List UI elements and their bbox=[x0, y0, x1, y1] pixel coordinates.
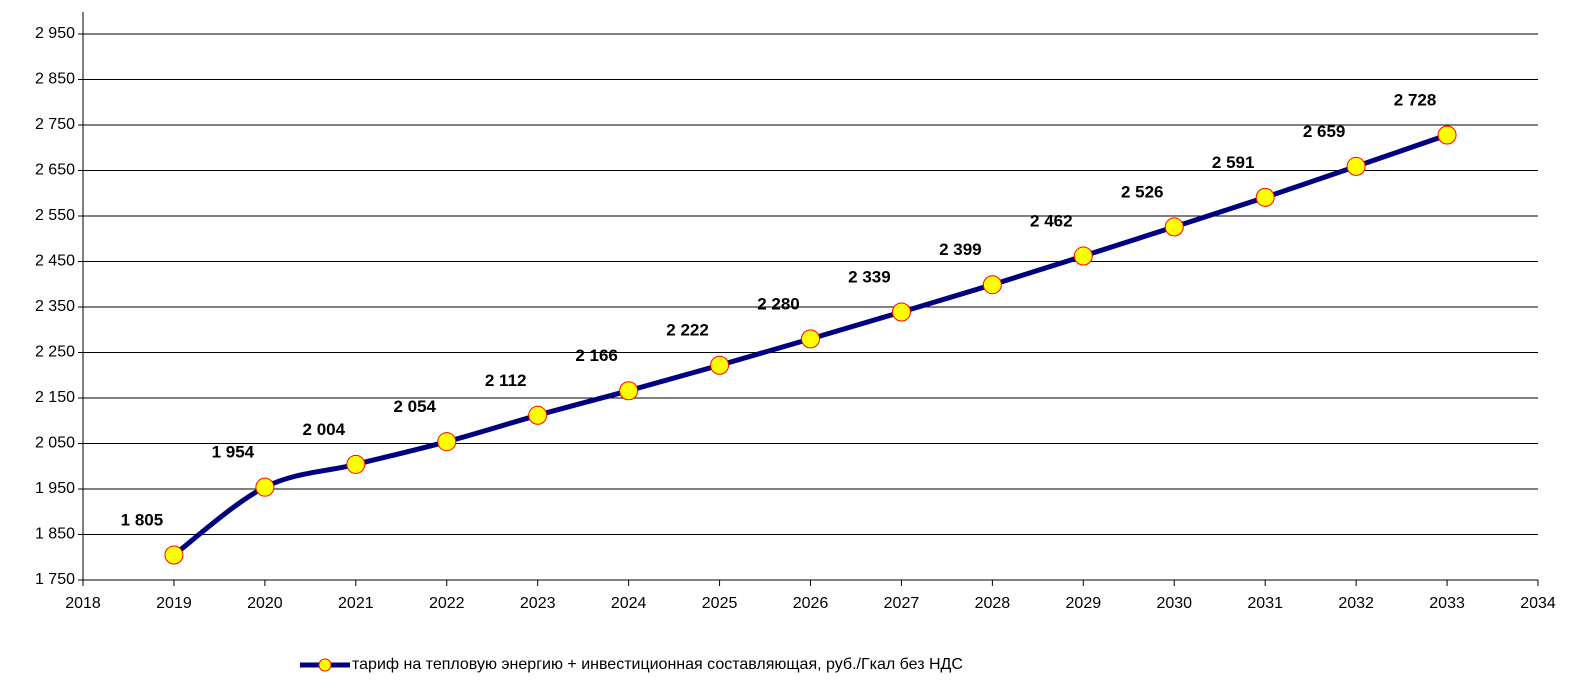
data-label: 2 004 bbox=[303, 420, 346, 439]
data-label: 1 805 bbox=[121, 510, 164, 529]
marker bbox=[891, 302, 911, 322]
data-label: 2 526 bbox=[1121, 182, 1164, 201]
x-tick-label: 2023 bbox=[520, 595, 556, 612]
legend-label: тариф на тепловую энергию + инвестиционн… bbox=[352, 656, 963, 673]
data-label: 1 954 bbox=[212, 443, 255, 462]
data-label: 2 222 bbox=[666, 321, 709, 340]
x-tick-label: 2027 bbox=[884, 595, 920, 612]
marker bbox=[255, 477, 275, 497]
data-label: 2 462 bbox=[1030, 212, 1073, 231]
marker bbox=[437, 432, 457, 452]
x-tick-label: 2032 bbox=[1338, 595, 1374, 612]
y-tick-label: 2 150 bbox=[35, 389, 75, 406]
x-tick-label: 2030 bbox=[1156, 595, 1192, 612]
legend-marker bbox=[318, 658, 332, 672]
x-tick-label: 2029 bbox=[1066, 595, 1102, 612]
data-label: 2 659 bbox=[1303, 122, 1346, 141]
x-tick-label: 2028 bbox=[975, 595, 1011, 612]
y-tick-label: 2 050 bbox=[35, 435, 75, 452]
y-tick-label: 1 750 bbox=[35, 571, 75, 588]
data-label: 2 054 bbox=[393, 397, 436, 416]
marker bbox=[346, 454, 366, 474]
marker bbox=[1164, 217, 1184, 237]
data-label: 2 112 bbox=[485, 371, 527, 390]
x-tick-label: 2026 bbox=[793, 595, 829, 612]
x-tick-label: 2021 bbox=[338, 595, 374, 612]
y-tick-label: 1 950 bbox=[35, 480, 75, 497]
x-tick-label: 2033 bbox=[1429, 595, 1465, 612]
y-tick-label: 2 950 bbox=[35, 25, 75, 42]
marker bbox=[619, 381, 639, 401]
marker bbox=[710, 355, 730, 375]
x-tick-label: 2020 bbox=[247, 595, 283, 612]
marker bbox=[1255, 187, 1275, 207]
marker bbox=[164, 545, 184, 565]
marker bbox=[982, 275, 1002, 295]
data-label: 2 280 bbox=[757, 294, 800, 313]
x-tick-label: 2022 bbox=[429, 595, 465, 612]
y-tick-label: 1 850 bbox=[35, 526, 75, 543]
x-tick-label: 2025 bbox=[702, 595, 738, 612]
x-tick-label: 2031 bbox=[1247, 595, 1283, 612]
data-label: 2 339 bbox=[848, 267, 891, 286]
x-tick-label: 2019 bbox=[156, 595, 192, 612]
y-tick-label: 2 350 bbox=[35, 298, 75, 315]
marker bbox=[1346, 156, 1366, 176]
y-tick-label: 2 750 bbox=[35, 116, 75, 133]
x-tick-label: 2034 bbox=[1520, 595, 1556, 612]
x-tick-label: 2018 bbox=[65, 595, 101, 612]
y-tick-label: 2 250 bbox=[35, 344, 75, 361]
data-label: 2 166 bbox=[575, 346, 618, 365]
marker bbox=[1437, 125, 1457, 145]
y-tick-label: 2 550 bbox=[35, 207, 75, 224]
y-tick-label: 2 450 bbox=[35, 253, 75, 270]
marker bbox=[801, 329, 820, 349]
data-label: 2 591 bbox=[1212, 153, 1255, 172]
y-tick-label: 2 850 bbox=[35, 71, 75, 88]
x-tick-label: 2024 bbox=[611, 595, 647, 612]
y-tick-label: 2 650 bbox=[35, 162, 75, 179]
data-label: 2 728 bbox=[1394, 90, 1437, 109]
data-label: 2 399 bbox=[939, 240, 982, 259]
marker bbox=[1073, 246, 1093, 266]
marker bbox=[528, 405, 548, 425]
